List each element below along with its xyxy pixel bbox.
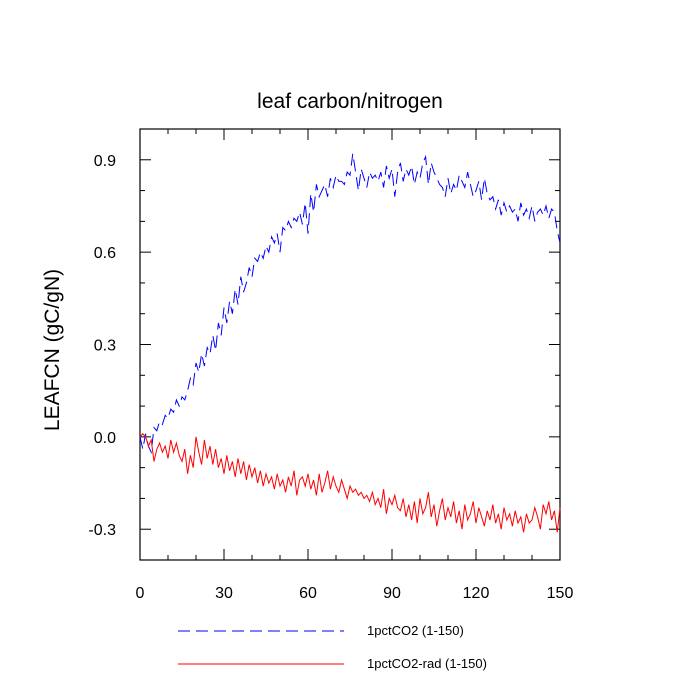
x-tick-label: 150	[547, 585, 574, 602]
series-line-1	[139, 153, 561, 455]
y-axis-ticks: -0.3 0.0 0.3 0.6 0.9	[88, 128, 560, 561]
legend-label-1: 1pctCO2 (1-150)	[367, 623, 464, 638]
y-axis-label: LEAFCN (gC/gN)	[41, 269, 64, 431]
legend: 1pctCO2 (1-150) 1pctCO2-rad (1-150)	[178, 623, 487, 671]
y-tick-label: 0.9	[94, 153, 116, 170]
y-tick-label: 0.3	[94, 338, 116, 355]
x-tick-label: 30	[215, 585, 233, 602]
legend-label-2: 1pctCO2-rad (1-150)	[367, 656, 487, 671]
x-tick-label: 60	[299, 585, 317, 602]
series-line-2	[139, 433, 561, 533]
x-tick-label: 90	[383, 585, 401, 602]
y-tick-label: 0.0	[94, 430, 116, 447]
x-tick-label: 0	[136, 585, 145, 602]
x-axis-ticks: 0 30 60 90 120 150	[136, 129, 574, 602]
plot-frame	[139, 128, 561, 561]
chart-title: leaf carbon/nitrogen	[257, 90, 443, 113]
x-tick-label: 120	[463, 585, 490, 602]
data-series	[139, 153, 561, 533]
y-tick-label: 0.6	[94, 245, 116, 262]
y-tick-label: -0.3	[88, 522, 116, 539]
